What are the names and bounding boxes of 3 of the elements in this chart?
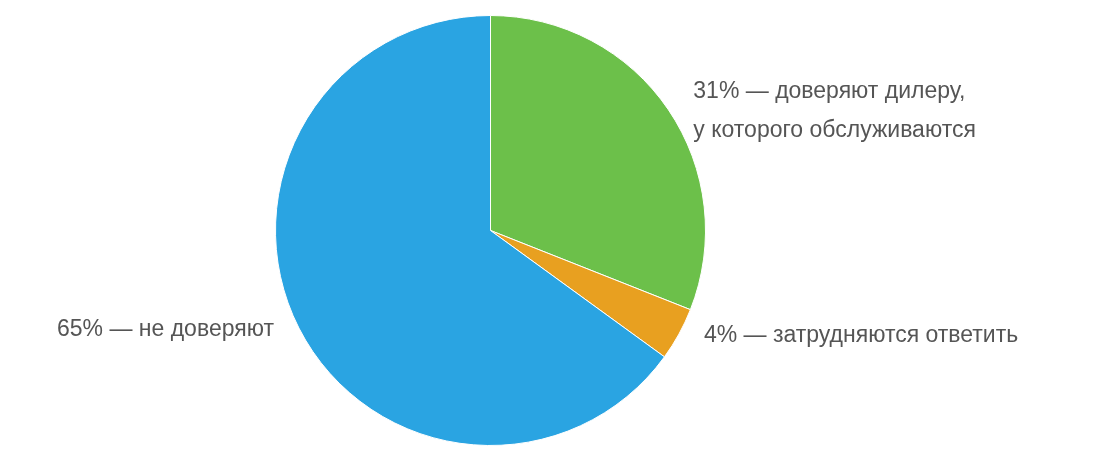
- slice-label: 4% — затрудняются ответить: [703, 321, 1019, 348]
- slice-label: 65% — не доверяют: [57, 315, 275, 342]
- slice-label: 31% — доверяют дилеру, у которого обслуживаются: [693, 77, 976, 143]
